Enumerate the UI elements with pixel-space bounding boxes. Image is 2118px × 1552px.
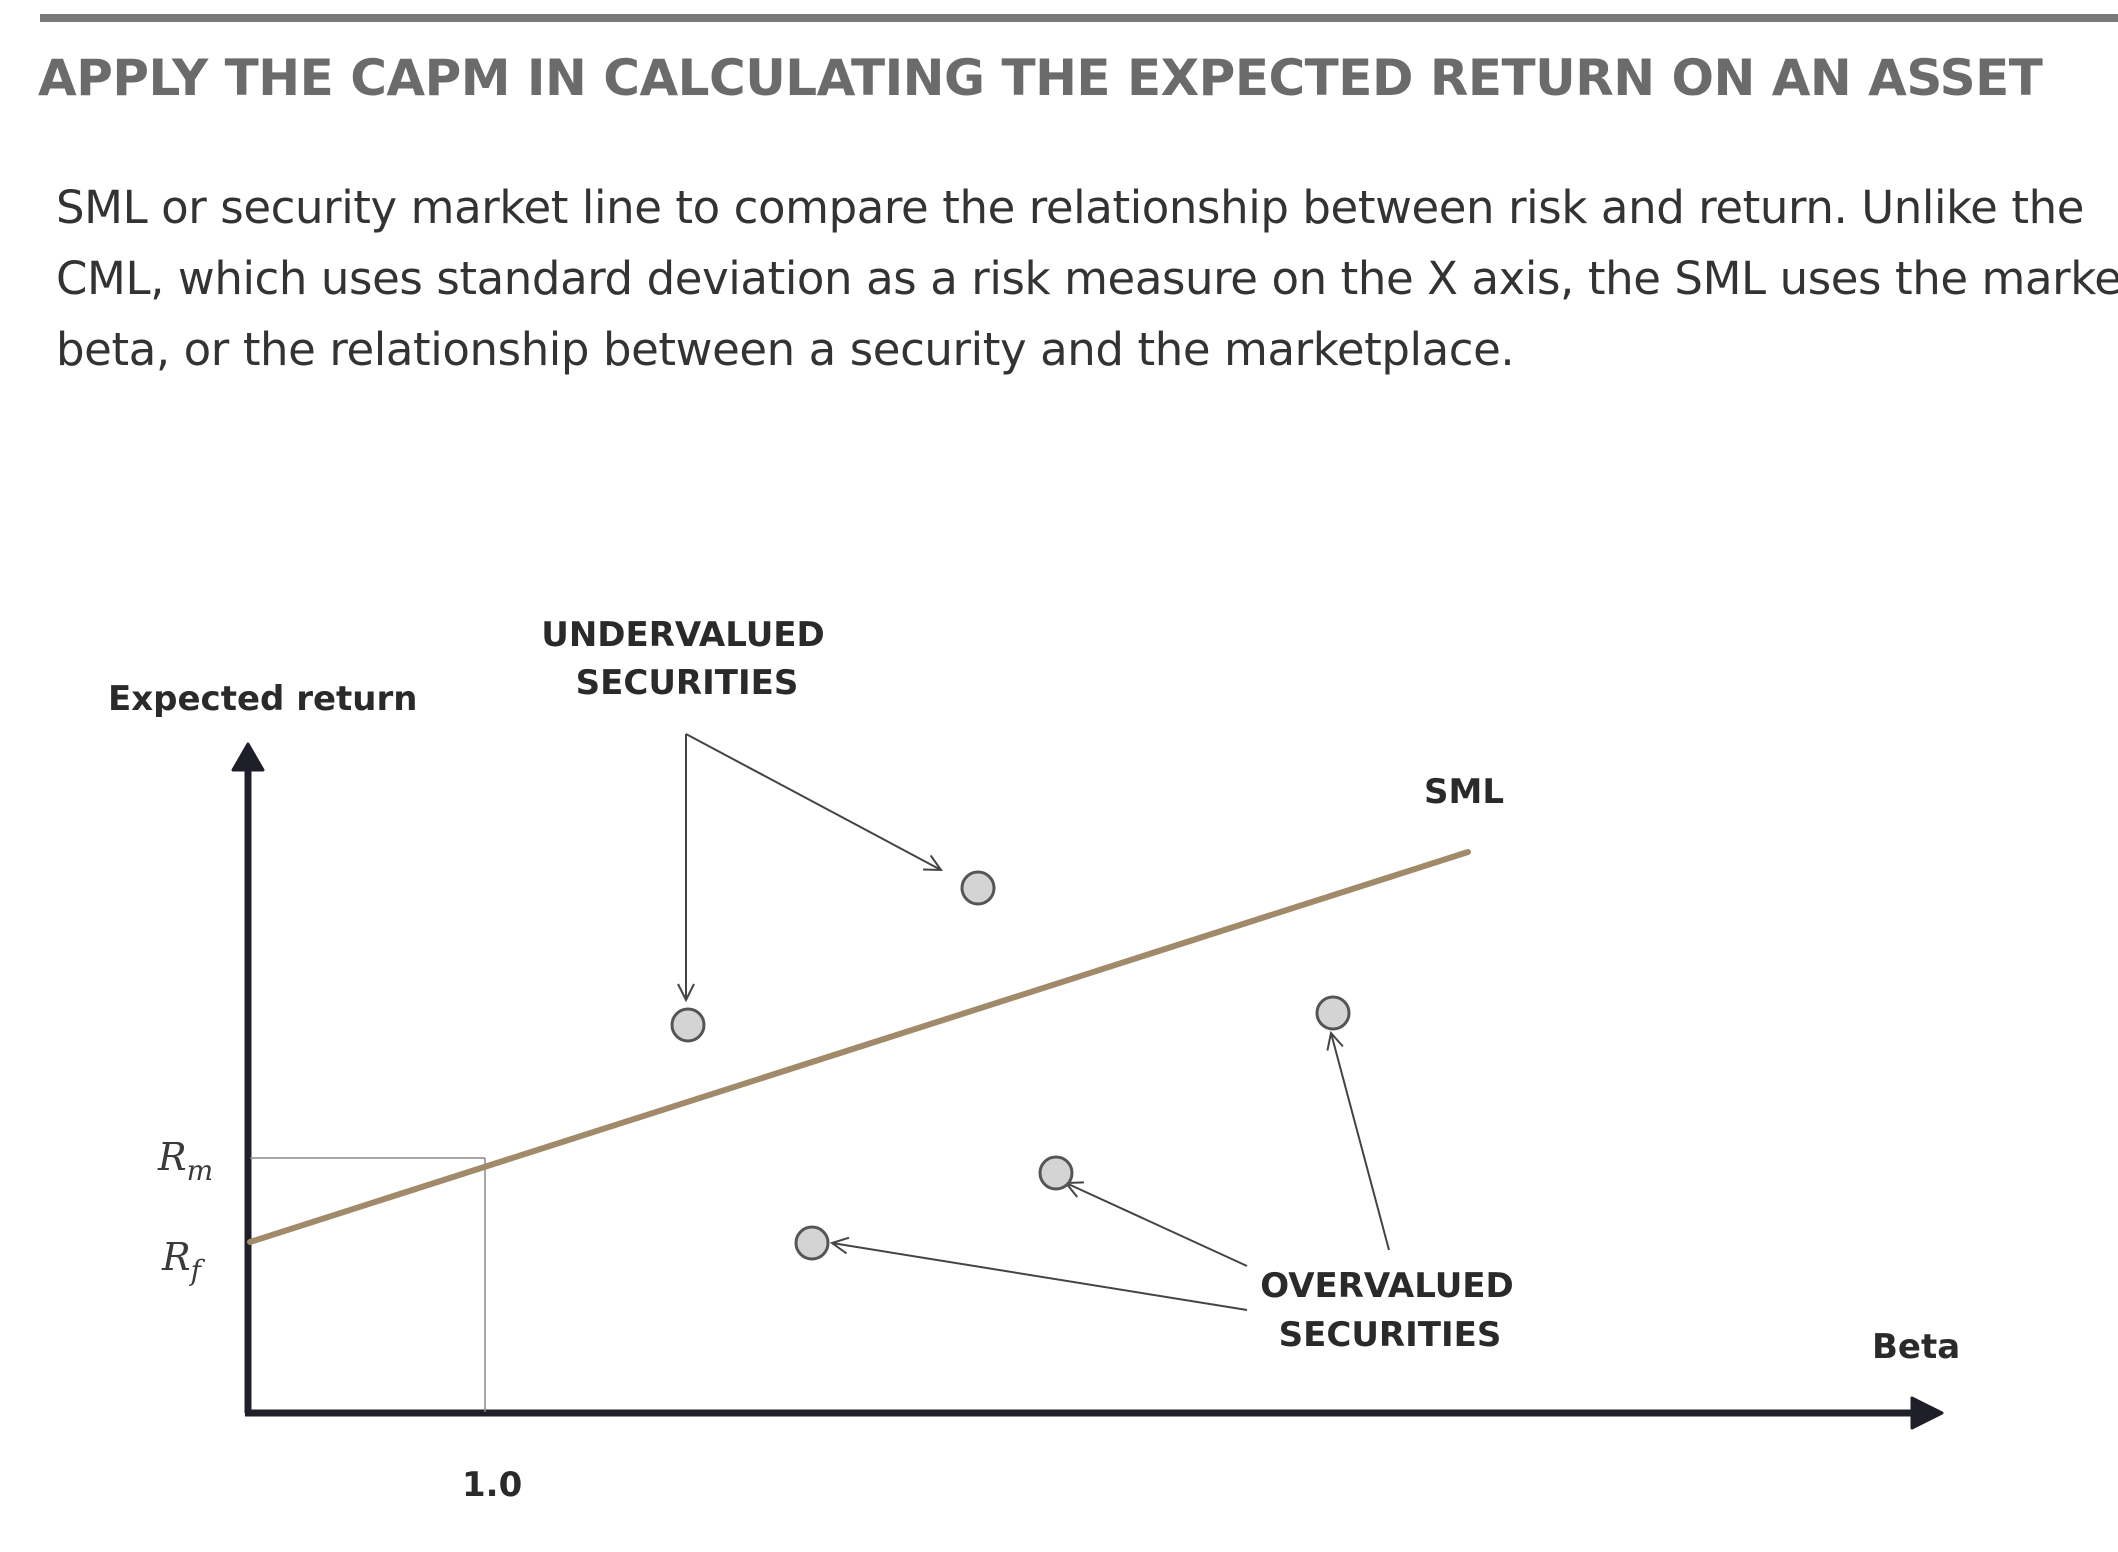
overvalued-security-marker <box>794 1225 830 1261</box>
page-heading: APPLY THE CAPM IN CALCULATING THE EXPECT… <box>38 49 2043 107</box>
svg-text:Rm: Rm <box>157 1135 213 1187</box>
svg-text:Rf: Rf <box>161 1235 206 1287</box>
beta-tick-label: 1.0 <box>462 1465 522 1505</box>
sml-label: SML <box>1424 772 1504 812</box>
rm-subscript: m <box>187 1154 214 1187</box>
intro-line-3: beta, or the relationship between a secu… <box>56 323 1515 376</box>
intro-paragraph: SML or security market line to compare t… <box>56 172 2118 385</box>
overvalued-pointer-2 <box>1063 1181 1248 1267</box>
intro-line-1: SML or security market line to compare t… <box>56 181 2085 234</box>
sml-line <box>247 849 1471 1245</box>
top-rule <box>40 14 2118 22</box>
overvalued-pointer-3 <box>1326 1030 1390 1251</box>
overvalued-pointer-1 <box>829 1236 1248 1311</box>
rf-label: Rf <box>161 1235 206 1287</box>
overvalued-label-line-1: OVERVALUED <box>1260 1266 1514 1306</box>
overvalued-security-marker <box>1315 995 1351 1031</box>
rf-subscript: f <box>189 1254 206 1287</box>
intro-line-2: CML, which uses standard deviation as a … <box>56 252 2118 305</box>
rm-label: Rm <box>157 1135 213 1187</box>
overvalued-security-marker <box>1038 1155 1074 1191</box>
overvalued-label-line-2: SECURITIES <box>1279 1315 1502 1355</box>
undervalued-label-line-1: UNDERVALUED <box>541 615 825 655</box>
rf-symbol: R <box>161 1235 191 1279</box>
x-axis-arrowhead <box>1910 1396 1944 1430</box>
undervalued-security-marker <box>670 1007 706 1043</box>
rm-symbol: R <box>157 1135 187 1179</box>
undervalued-security-marker <box>960 870 996 906</box>
x-axis-label: Beta <box>1872 1327 1960 1367</box>
y-axis-label: Expected return <box>108 679 417 719</box>
y-axis-arrowhead <box>231 742 265 772</box>
undervalued-pointer-diagonal <box>685 733 943 872</box>
undervalued-label-line-2: SECURITIES <box>576 663 799 703</box>
